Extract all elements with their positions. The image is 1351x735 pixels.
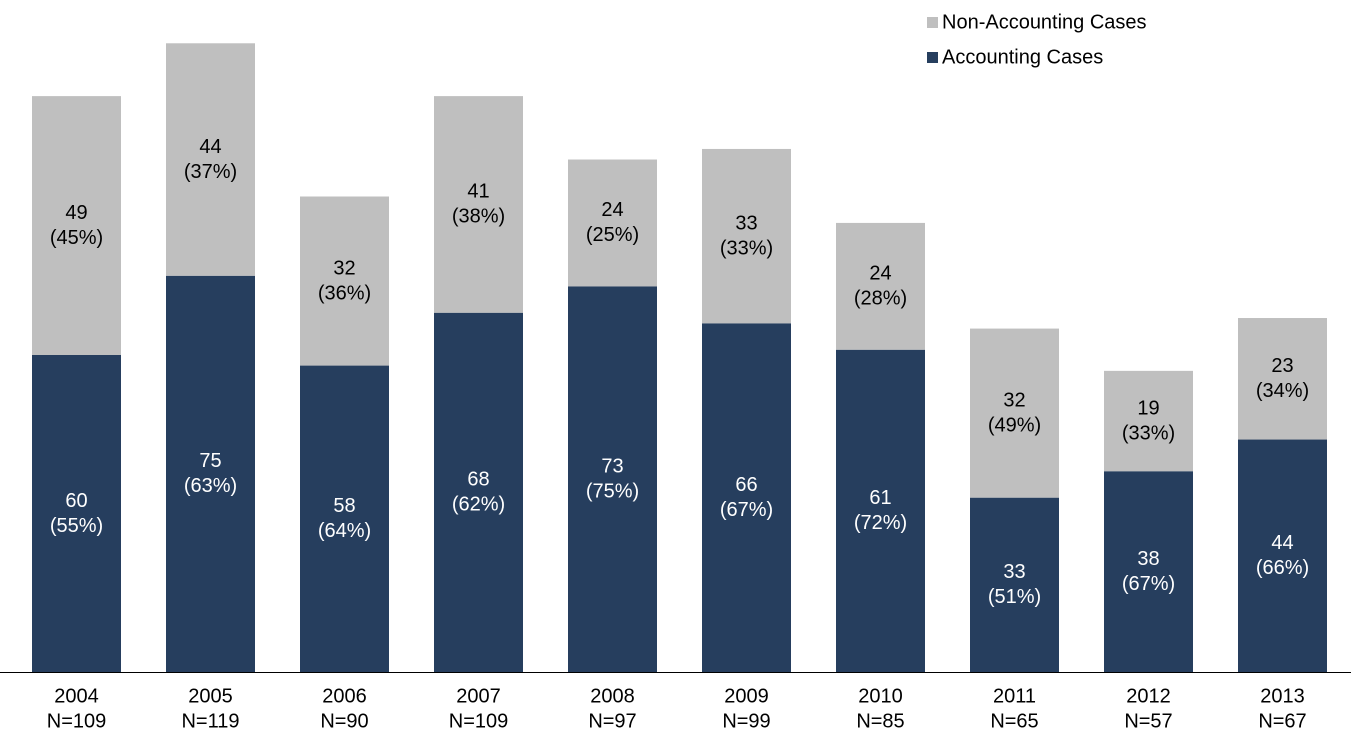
legend-label: Accounting Cases bbox=[942, 46, 1103, 68]
percent-label: (62%) bbox=[452, 494, 505, 516]
value-label: 44 bbox=[1271, 532, 1293, 554]
value-label: 24 bbox=[869, 263, 891, 285]
x-tick-count: N=109 bbox=[449, 710, 509, 732]
bar-segment bbox=[300, 196, 389, 366]
value-label: 41 bbox=[467, 181, 489, 203]
percent-label: (63%) bbox=[184, 475, 237, 497]
legend-label: Non-Accounting Cases bbox=[942, 11, 1147, 33]
bar-segment bbox=[434, 96, 523, 313]
value-label: 66 bbox=[735, 474, 757, 496]
x-tick-label: 2006 bbox=[322, 685, 367, 707]
percent-label: (45%) bbox=[50, 227, 103, 249]
bar-segment bbox=[970, 328, 1059, 498]
bar-segment bbox=[836, 222, 925, 350]
value-label: 32 bbox=[1003, 389, 1025, 411]
bar-segment bbox=[1238, 439, 1327, 672]
bar-segment bbox=[836, 349, 925, 672]
value-label: 75 bbox=[199, 450, 221, 472]
value-label: 44 bbox=[199, 136, 221, 158]
bar-segment bbox=[166, 43, 255, 276]
percent-label: (55%) bbox=[50, 515, 103, 537]
x-tick-count: N=97 bbox=[588, 710, 636, 732]
bar-segment bbox=[1104, 471, 1193, 672]
bar-segment bbox=[970, 497, 1059, 672]
bar-segment bbox=[702, 148, 791, 324]
percent-label: (37%) bbox=[184, 161, 237, 183]
x-tick-label: 2013 bbox=[1260, 685, 1305, 707]
bar-segment bbox=[300, 365, 389, 672]
percent-label: (66%) bbox=[1256, 557, 1309, 579]
value-label: 73 bbox=[601, 455, 623, 477]
bar-segment bbox=[32, 355, 121, 672]
x-tick-label: 2007 bbox=[456, 685, 501, 707]
value-label: 68 bbox=[467, 469, 489, 491]
bar-segment bbox=[1104, 370, 1193, 472]
x-tick-label: 2005 bbox=[188, 685, 233, 707]
percent-label: (51%) bbox=[988, 586, 1041, 608]
bar-segment bbox=[166, 275, 255, 672]
value-label: 33 bbox=[1003, 561, 1025, 583]
value-label: 60 bbox=[65, 490, 87, 512]
percent-label: (33%) bbox=[720, 237, 773, 259]
value-label: 23 bbox=[1271, 355, 1293, 377]
x-tick-count: N=119 bbox=[181, 710, 239, 732]
percent-label: (64%) bbox=[318, 520, 371, 542]
value-label: 24 bbox=[601, 199, 623, 221]
value-label: 38 bbox=[1137, 548, 1159, 570]
percent-label: (49%) bbox=[988, 414, 1041, 436]
bar-segment bbox=[434, 312, 523, 672]
x-tick-count: N=67 bbox=[1258, 710, 1306, 732]
percent-label: (67%) bbox=[1122, 573, 1175, 595]
value-label: 49 bbox=[65, 202, 87, 224]
percent-label: (75%) bbox=[586, 480, 639, 502]
x-tick-label: 2011 bbox=[993, 685, 1036, 707]
percent-label: (67%) bbox=[720, 499, 773, 521]
x-tick-count: N=65 bbox=[990, 710, 1038, 732]
value-label: 61 bbox=[869, 487, 891, 509]
x-tick-count: N=99 bbox=[722, 710, 770, 732]
percent-label: (28%) bbox=[854, 288, 907, 310]
bar-segment bbox=[702, 323, 791, 672]
legend-swatch bbox=[927, 52, 938, 63]
x-tick-label: 2009 bbox=[724, 685, 769, 707]
value-label: 32 bbox=[333, 257, 355, 279]
value-label: 19 bbox=[1137, 397, 1159, 419]
percent-label: (33%) bbox=[1122, 422, 1175, 444]
percent-label: (36%) bbox=[318, 282, 371, 304]
percent-label: (25%) bbox=[586, 224, 639, 246]
x-tick-label: 2008 bbox=[590, 685, 635, 707]
x-tick-count: N=85 bbox=[856, 710, 904, 732]
percent-label: (72%) bbox=[854, 512, 907, 534]
bar-segment bbox=[568, 286, 657, 672]
percent-label: (38%) bbox=[452, 206, 505, 228]
x-tick-label: 2010 bbox=[858, 685, 903, 707]
bar-segment bbox=[32, 96, 121, 355]
x-tick-count: N=109 bbox=[47, 710, 107, 732]
x-tick-label: 2012 bbox=[1126, 685, 1171, 707]
x-tick-count: N=57 bbox=[1124, 710, 1172, 732]
bar-segment bbox=[568, 159, 657, 287]
value-label: 33 bbox=[735, 212, 757, 234]
legend-swatch bbox=[927, 17, 938, 28]
x-tick-count: N=90 bbox=[320, 710, 368, 732]
percent-label: (34%) bbox=[1256, 380, 1309, 402]
bar-segment bbox=[1238, 318, 1327, 440]
value-label: 58 bbox=[333, 495, 355, 517]
x-tick-label: 2004 bbox=[54, 685, 99, 707]
